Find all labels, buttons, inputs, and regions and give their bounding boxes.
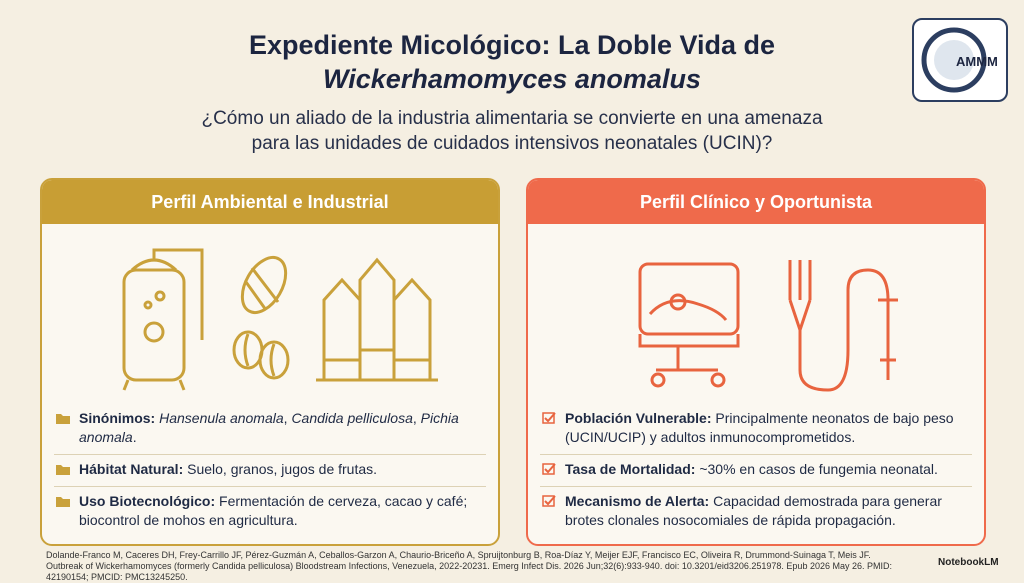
item: Mecanismo de Alerta: Capacidad demostrad… [540, 487, 972, 537]
card-title: Perfil Ambiental e Industrial [42, 180, 498, 224]
item-part: ~30% en casos de fungemia neonatal. [699, 461, 938, 477]
item-text: Tasa de Mortalidad: ~30% en casos de fun… [565, 460, 938, 479]
item-part: Principalmente neonatos de bajo peso (UC… [565, 410, 954, 445]
clinical-card: Perfil Clínico y Oportunista Población V… [526, 178, 986, 546]
item-text: Sinónimos: Hansenula anomala, Candida pe… [79, 409, 486, 447]
item-label: Tasa de Mortalidad: [565, 461, 696, 477]
item: Población Vulnerable: Principalmente neo… [540, 404, 972, 455]
bullet-icon [542, 463, 556, 475]
item-part: Capacidad demostrada para generar brotes… [565, 493, 942, 528]
item-text: Hábitat Natural: Suelo, granos, jugos de… [79, 460, 377, 479]
logo-text: AMMM [956, 54, 998, 69]
bullet-icon [56, 497, 70, 507]
item-part: Suelo, granos, jugos de frutas. [187, 461, 378, 477]
subtitle: ¿Cómo un aliado de la industria alimenta… [0, 106, 1024, 156]
bullet-icon [56, 465, 70, 475]
item-part: Fermentación de cerveza, cacao y café; b… [79, 493, 468, 528]
item-part: Hansenula anomala [159, 410, 284, 426]
card-title: Perfil Clínico y Oportunista [528, 180, 984, 224]
item-label: Hábitat Natural: [79, 461, 184, 477]
item-list: Sinónimos: Hansenula anomala, Candida pe… [54, 404, 486, 537]
bullet-icon [542, 495, 556, 507]
item: Hábitat Natural: Suelo, granos, jugos de… [54, 455, 486, 487]
logo-emblem [921, 27, 987, 93]
item-part: , [412, 410, 421, 426]
logo: AMMM [912, 18, 1008, 102]
item: Tasa de Mortalidad: ~30% en casos de fun… [540, 455, 972, 487]
citation: Dolande-Franco M, Caceres DH, Frey-Carri… [46, 550, 892, 582]
environmental-card: Perfil Ambiental e Industrial Sinónimos:… [40, 178, 500, 546]
item-part: Pichia anomala [79, 410, 459, 445]
item-part: . [132, 429, 137, 445]
item-text: Población Vulnerable: Principalmente neo… [565, 409, 972, 447]
item-label: Uso Biotecnológico: [79, 493, 216, 509]
bullet-icon [56, 414, 70, 424]
subtitle-line: para las unidades de cuidados intensivos… [251, 133, 773, 154]
item-list: Población Vulnerable: Principalmente neo… [540, 404, 972, 537]
title-species: Wickerhamomyces anomalus [323, 64, 701, 94]
item: Uso Biotecnológico: Fermentación de cerv… [54, 487, 486, 537]
industry-illustration [122, 248, 438, 391]
title: Expediente Micológico: La Doble Vida de [248, 30, 776, 60]
item-text: Mecanismo de Alerta: Capacidad demostrad… [565, 492, 972, 530]
item-label: Mecanismo de Alerta: [565, 493, 710, 509]
bullet-icon [542, 412, 556, 424]
item-part: , [283, 410, 292, 426]
item-label: Población Vulnerable: [565, 410, 712, 426]
subtitle-line: ¿Cómo un aliado de la industria alimenta… [201, 108, 823, 129]
item-label: Sinónimos: [79, 410, 156, 426]
item-part: Candida pelliculosa [291, 410, 413, 426]
clinical-illustration [638, 260, 898, 392]
brand: NotebookLM [938, 557, 999, 568]
item-text: Uso Biotecnológico: Fermentación de cerv… [79, 492, 486, 530]
item: Sinónimos: Hansenula anomala, Candida pe… [54, 404, 486, 455]
